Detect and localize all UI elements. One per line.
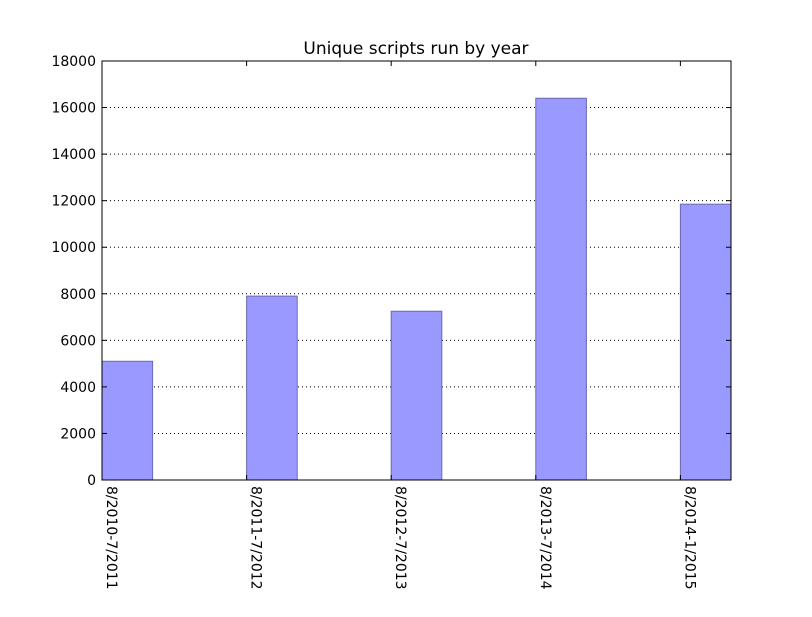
chart-title: Unique scripts run by year bbox=[303, 39, 528, 59]
y-tick-label: 18000 bbox=[51, 54, 96, 70]
plot-area bbox=[101, 60, 732, 481]
bar-0 bbox=[101, 360, 154, 481]
bar-1 bbox=[246, 295, 298, 481]
x-tick-label: 8/2010-7/2011 bbox=[103, 486, 119, 590]
y-tick-label: 4000 bbox=[60, 380, 96, 396]
y-tick-label: 2000 bbox=[60, 426, 96, 442]
bar-2 bbox=[390, 310, 443, 481]
x-tick-label: 8/2011-7/2012 bbox=[248, 486, 264, 590]
bar-3 bbox=[535, 97, 587, 481]
y-axis: 0 2000 4000 6000 8000 10000 12000 14000 16000 180… bbox=[51, 54, 731, 489]
x-tick-label: 8/2014-1/2015 bbox=[681, 486, 697, 590]
x-tick-label: 8/2012-7/2013 bbox=[392, 486, 408, 590]
y-tick-label: 14000 bbox=[51, 147, 96, 163]
y-tick-label: 12000 bbox=[51, 194, 96, 210]
y-tick-label: 16000 bbox=[51, 101, 96, 117]
y-tick-label: 6000 bbox=[60, 333, 96, 349]
bars bbox=[101, 97, 732, 481]
y-tick-label: 0 bbox=[87, 473, 96, 489]
bar-4 bbox=[679, 203, 732, 481]
x-tick-label: 8/2013-7/2014 bbox=[537, 486, 553, 590]
y-tick-label: 10000 bbox=[51, 240, 96, 256]
gridlines bbox=[102, 107, 731, 434]
y-tick-label: 8000 bbox=[60, 287, 96, 303]
x-axis: 8/2010-7/2011 8/2011-7/2012 8/2012-7/2013 8… bbox=[101, 61, 697, 590]
